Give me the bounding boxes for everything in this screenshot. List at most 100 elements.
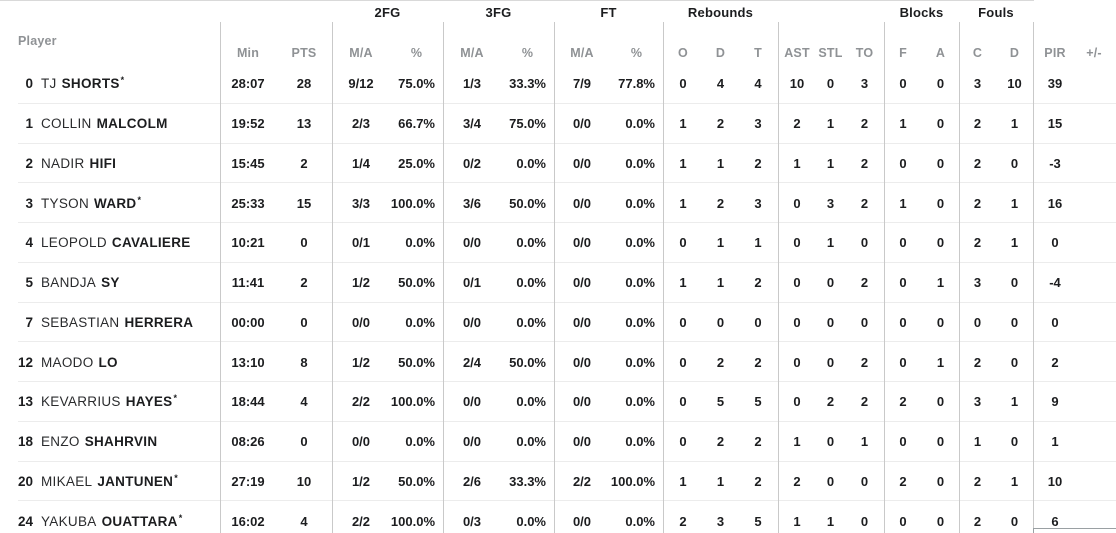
ft-made-attempted-cell: 0/0 [572,155,592,171]
minutes-cell: 00:00 [231,314,265,330]
points-cell: 13 [296,116,312,132]
ft-made-attempted-cell: 0/0 [572,235,592,251]
blocks-against-cell: 0 [936,116,945,132]
points-cell: 2 [300,275,308,291]
total-rebounds-cell: 4 [754,76,762,92]
fg2-made-attempted-cell: 2/3 [351,116,371,132]
player-row[interactable]: 2 NADIR HIFI 15:45 2 1/4 25.0% 0/2 0.0% … [0,144,1116,184]
player-name-cell: 12 MAODO LO [0,355,220,370]
blocks-for-cell: 0 [899,513,907,529]
player-row[interactable]: 4 LEOPOLD CAVALIERE 10:21 0 0/1 0.0% 0/0… [0,223,1116,263]
turnovers-cell: 2 [860,275,869,291]
offensive-rebounds-cell: 1 [679,155,687,171]
player-row[interactable]: 1 COLLIN MALCOLM 19:52 13 2/3 66.7% 3/4 … [0,104,1116,144]
offensive-rebounds-cell: 1 [679,195,687,211]
player-first-name: LEOPOLD [41,235,107,251]
column-header-pir: PIR [1044,46,1066,60]
fouls-drawn-cell: 0 [1010,155,1019,171]
fouls-committed-cell: 1 [973,434,982,450]
column-header-ft-pct: % [630,46,643,60]
fg2-percent-cell: 25.0% [398,155,435,171]
player-name-cell: 18 ENZO SHAHRVIN [0,434,220,449]
jersey-number: 20 [17,473,33,489]
minutes-cell: 28:07 [231,76,265,92]
fg3-made-attempted-cell: 3/4 [462,116,482,132]
player-name-cell: 1 COLLIN MALCOLM [0,116,220,131]
steals-cell: 3 [826,195,835,211]
pir-cell: 2 [1051,354,1059,370]
ft-made-attempted-cell: 0/0 [572,354,592,370]
fouls-drawn-cell: 0 [1010,434,1019,450]
turnovers-cell: 1 [860,434,869,450]
starter-marker: * [137,195,141,205]
player-first-name: ENZO [41,434,80,450]
blocks-for-cell: 0 [899,76,907,92]
ft-made-attempted-cell: 0/0 [572,434,592,450]
defensive-rebounds-cell: 1 [716,155,725,171]
player-row[interactable]: 3 TYSON WARD * 25:33 15 3/3 100.0% 3/6 5… [0,183,1116,223]
fg3-percent-cell: 75.0% [509,116,546,132]
ft-made-attempted-cell: 0/0 [572,513,592,529]
jersey-number: 18 [17,434,33,450]
fg2-made-attempted-cell: 2/2 [351,394,371,410]
defensive-rebounds-cell: 5 [716,394,725,410]
column-header-foul-d: D [1009,46,1020,60]
fg2-made-attempted-cell: 0/0 [351,434,371,450]
assists-cell: 2 [793,473,801,489]
jersey-number: 4 [25,235,33,251]
jersey-number: 13 [17,394,33,410]
fouls-drawn-cell: 10 [1007,76,1022,92]
player-row[interactable]: 5 BANDJA SY 11:41 2 1/2 50.0% 0/1 0.0% 0… [0,263,1116,303]
defensive-rebounds-cell: 0 [716,314,725,330]
points-cell: 15 [296,195,312,211]
player-row[interactable]: 7 SEBASTIAN HERRERA 00:00 0 0/0 0.0% 0/0… [0,303,1116,343]
offensive-rebounds-cell: 0 [679,76,687,92]
fg3-percent-cell: 0.0% [516,235,546,251]
offensive-rebounds-cell: 0 [679,235,687,251]
jersey-number: 5 [25,275,33,291]
player-row[interactable]: 0 TJ SHORTS * 28:07 28 9/12 75.0% 1/3 33… [0,64,1116,104]
player-last-name: SHAHRVIN [84,434,158,450]
blocks-against-cell: 0 [936,394,945,410]
player-row[interactable]: 18 ENZO SHAHRVIN 08:26 0 0/0 0.0% 0/0 0.… [0,422,1116,462]
player-row[interactable]: 24 YAKUBA OUATTARA * 16:02 4 2/2 100.0% … [0,501,1116,533]
offensive-rebounds-cell: 0 [679,354,687,370]
fouls-committed-cell: 3 [973,275,982,291]
assists-cell: 0 [793,354,801,370]
ft-percent-cell: 77.8% [618,76,655,92]
blocks-against-cell: 1 [936,275,945,291]
steals-cell: 0 [826,275,835,291]
steals-cell: 1 [826,235,835,251]
points-cell: 4 [300,513,308,529]
fg3-made-attempted-cell: 3/6 [462,195,482,211]
points-cell: 10 [296,473,312,489]
column-header-min: Min [236,46,260,60]
player-row[interactable]: 12 MAODO LO 13:10 8 1/2 50.0% 2/4 50.0% … [0,342,1116,382]
player-row[interactable]: 13 KEVARRIUS HAYES * 18:44 4 2/2 100.0% … [0,382,1116,422]
player-last-name: HAYES [125,394,173,410]
player-first-name: TYSON [41,195,90,211]
assists-cell: 0 [793,275,801,291]
steals-cell: 2 [826,394,835,410]
starter-marker: * [174,473,178,483]
group-spacer [1033,10,1116,13]
assists-cell: 2 [793,116,801,132]
player-row[interactable]: 20 MIKAEL JANTUNEN * 27:19 10 1/2 50.0% … [0,462,1116,502]
blocks-for-cell: 0 [899,434,907,450]
column-header-plus-minus: +/- [1086,46,1102,60]
offensive-rebounds-cell: 1 [679,275,687,291]
ft-made-attempted-cell: 0/0 [572,195,592,211]
minutes-cell: 10:21 [231,235,265,251]
player-first-name: KEVARRIUS [41,394,121,410]
assists-cell: 0 [793,394,801,410]
fg2-made-attempted-cell: 0/1 [351,235,371,251]
fg2-percent-cell: 50.0% [398,275,435,291]
player-last-name: MALCOLM [96,116,168,132]
fg2-percent-cell: 50.0% [398,473,435,489]
fg2-percent-cell: 100.0% [390,394,435,410]
steals-cell: 1 [826,155,835,171]
player-last-name: OUATTARA [101,513,178,529]
fg3-made-attempted-cell: 2/6 [462,473,482,489]
column-header-to: TO [855,46,874,60]
